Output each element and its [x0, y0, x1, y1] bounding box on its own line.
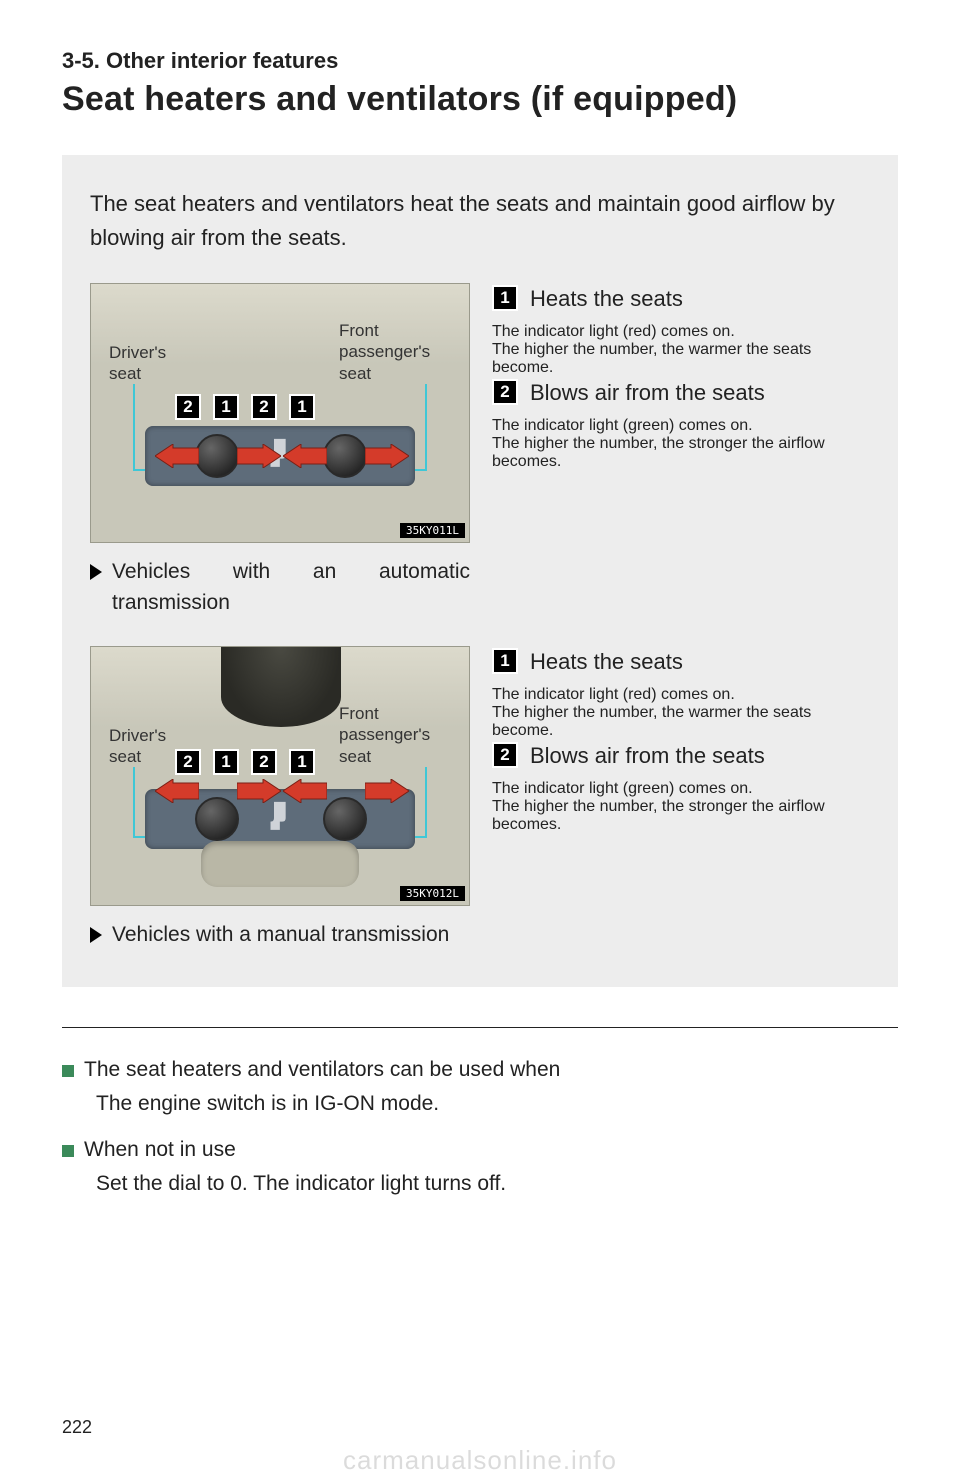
triangle-bullet-icon [90, 927, 102, 943]
callout-2: 2 [175, 394, 201, 420]
items-col-1: 1 Heats the seats The indicator light (r… [492, 283, 870, 618]
item-body-line2: The higher the number, the warmer the se… [492, 704, 811, 739]
callout-1: 1 [289, 749, 315, 775]
note-title: When not in use [84, 1138, 236, 1162]
item-body-line2: The higher the number, the stronger the … [492, 435, 825, 470]
note-2-title-row: When not in use [62, 1138, 898, 1162]
item-2: 2 Blows air from the seats [492, 377, 870, 409]
caption-row: Vehicles with a manual trans­mission [90, 920, 470, 950]
item-body: The indicator light (green) comes on. Th… [492, 417, 870, 471]
label-passenger-seat: Front passenger's seat [339, 703, 459, 767]
triangle-bullet-icon [90, 564, 102, 580]
callout-2: 2 [251, 749, 277, 775]
dial-passenger [323, 797, 367, 841]
dial-driver [195, 797, 239, 841]
leader-line-right [425, 767, 427, 837]
item-heading: Blows air from the seats [530, 377, 765, 409]
row-2: Driver's seat Front passenger's seat 2 1… [90, 646, 870, 950]
seat-icon [267, 799, 295, 835]
figure-code: 35KY012L [400, 886, 465, 901]
item-2: 2 Blows air from the seats [492, 740, 870, 772]
arrow-icon [283, 779, 327, 803]
items-col-2: 1 Heats the seats The indicator light (r… [492, 646, 870, 950]
callout-1: 1 [213, 394, 239, 420]
caption-text: Vehicles with a manual trans­mission [112, 920, 470, 950]
diagram-automatic: Driver's seat Front passenger's seat 2 1… [90, 283, 470, 543]
caption-text: Vehicles with an automatic transmission [112, 557, 470, 618]
item-heading: Heats the seats [530, 646, 683, 678]
label-driver-seat: Driver's seat [109, 342, 199, 385]
item-body-line1: The indicator light (red) comes on. [492, 323, 735, 340]
item-1: 1 Heats the seats [492, 646, 870, 678]
note-body: Set the dial to 0. The indicator light t… [96, 1172, 898, 1196]
diagram-col-2: Driver's seat Front passenger's seat 2 1… [90, 646, 470, 950]
callout-row: 2 1 2 1 [175, 749, 315, 775]
item-body-line1: The indicator light (red) comes on. [492, 686, 735, 703]
tray [201, 841, 359, 887]
item-body-line2: The higher the number, the warmer the se… [492, 341, 811, 376]
figure-code: 35KY011L [400, 523, 465, 538]
callout-2: 2 [492, 742, 518, 768]
page-number: 222 [62, 1417, 92, 1438]
note-body: The engine switch is in IG-ON mode. [96, 1092, 898, 1116]
callout-1: 1 [492, 648, 518, 674]
arrow-icon [237, 779, 281, 803]
callout-2: 2 [492, 379, 518, 405]
item-body-line1: The indicator light (green) comes on. [492, 780, 753, 797]
callout-1: 1 [492, 285, 518, 311]
square-bullet-icon [62, 1065, 74, 1077]
leader-line-left [133, 767, 135, 837]
separator [62, 1027, 898, 1028]
callout-1: 1 [289, 394, 315, 420]
note-1-title-row: The seat heaters and ventilators can be … [62, 1058, 898, 1082]
leader-line-right [425, 384, 427, 470]
diagram-col-1: Driver's seat Front passenger's seat 2 1… [90, 283, 470, 618]
callout-1: 1 [213, 749, 239, 775]
item-heading: Heats the seats [530, 283, 683, 315]
page-title: Seat heaters and ventilators (if equippe… [62, 80, 898, 119]
shift-boot [221, 647, 341, 727]
dial-passenger [323, 434, 367, 478]
caption-row: Vehicles with an automatic transmission [90, 557, 470, 618]
note-title: The seat heaters and ventilators can be … [84, 1058, 560, 1082]
arrow-icon [155, 444, 199, 468]
label-passenger-seat: Front passenger's seat [339, 320, 459, 384]
arrow-icon [365, 444, 409, 468]
callout-2: 2 [251, 394, 277, 420]
item-1: 1 Heats the seats [492, 283, 870, 315]
diagram-manual: Driver's seat Front passenger's seat 2 1… [90, 646, 470, 906]
arrow-icon [155, 779, 199, 803]
item-body-line2: The higher the number, the stronger the … [492, 798, 825, 833]
arrow-icon [283, 444, 327, 468]
leader-line-left [133, 384, 135, 470]
item-body: The indicator light (red) comes on. The … [492, 686, 870, 740]
row-1: Driver's seat Front passenger's seat 2 1… [90, 283, 870, 618]
item-body-line1: The indicator light (green) comes on. [492, 417, 753, 434]
watermark: carmanualsonline.info [0, 1445, 960, 1484]
item-body: The indicator light (green) comes on. Th… [492, 780, 870, 834]
section-number: 3-5. Other interior features [62, 48, 898, 74]
arrow-icon [365, 779, 409, 803]
callout-2: 2 [175, 749, 201, 775]
callout-row: 2 1 2 1 [175, 394, 315, 420]
item-heading: Blows air from the seats [530, 740, 765, 772]
intro-text: The seat heaters and ventilators heat th… [90, 187, 870, 255]
arrow-icon [237, 444, 281, 468]
square-bullet-icon [62, 1145, 74, 1157]
item-body: The indicator light (red) comes on. The … [492, 323, 870, 377]
content-box: The seat heaters and ventilators heat th… [62, 155, 898, 987]
dial-driver [195, 434, 239, 478]
